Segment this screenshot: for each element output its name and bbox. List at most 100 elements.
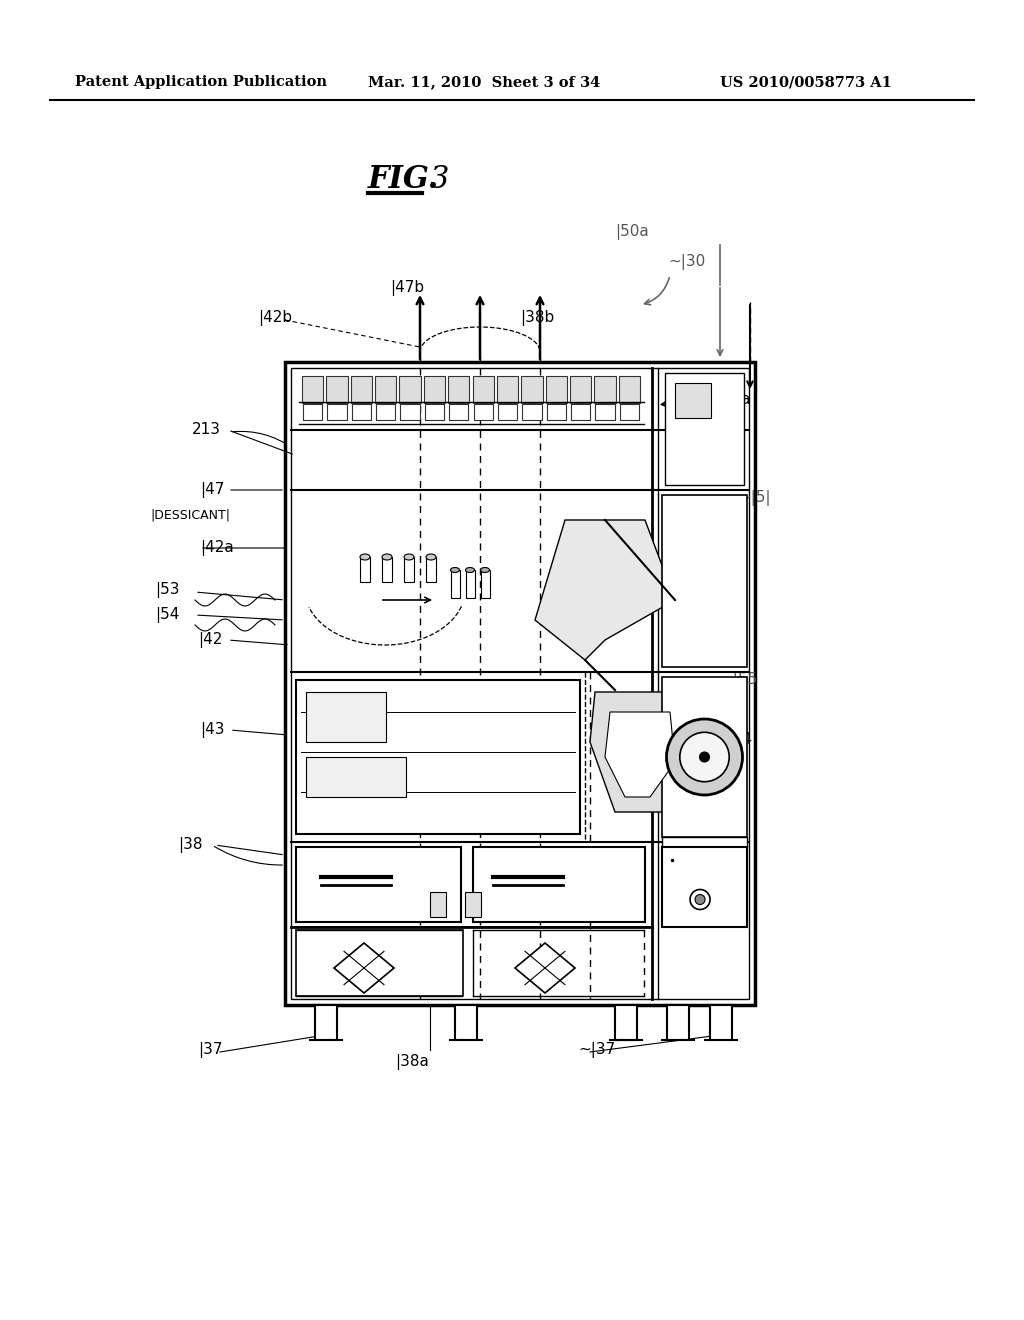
Ellipse shape	[451, 568, 460, 573]
Text: ~|55: ~|55	[720, 672, 757, 688]
Bar	[472, 376, 494, 403]
Bar	[570, 376, 591, 403]
FancyArrowPatch shape	[702, 488, 737, 496]
Text: |53: |53	[155, 582, 179, 598]
Bar	[306, 692, 386, 742]
FancyArrowPatch shape	[682, 739, 717, 756]
Text: |50a: |50a	[615, 224, 649, 240]
Ellipse shape	[360, 554, 370, 560]
Bar	[473, 847, 645, 921]
Polygon shape	[334, 942, 394, 993]
Bar	[430, 892, 446, 917]
Text: ~|44: ~|44	[715, 733, 752, 748]
Bar	[473, 404, 493, 420]
Ellipse shape	[404, 554, 414, 560]
Bar	[481, 570, 490, 598]
Bar	[306, 756, 406, 797]
Bar	[303, 404, 323, 420]
Bar	[449, 376, 469, 403]
Bar	[351, 404, 371, 420]
Text: |43: |43	[200, 722, 224, 738]
Circle shape	[690, 890, 710, 909]
Text: |47b: |47b	[390, 280, 424, 296]
Bar	[455, 1005, 477, 1040]
Text: |42b: |42b	[258, 310, 292, 326]
Text: |42: |42	[198, 632, 222, 648]
Bar	[498, 404, 517, 420]
Bar	[665, 374, 744, 484]
Circle shape	[695, 895, 706, 904]
FancyArrowPatch shape	[232, 432, 293, 449]
Bar	[465, 892, 481, 917]
Bar	[662, 847, 746, 927]
Bar	[375, 376, 396, 403]
Bar	[710, 1005, 732, 1040]
FancyArrowPatch shape	[214, 846, 283, 865]
Bar	[296, 680, 580, 834]
Bar	[595, 404, 614, 420]
Bar	[662, 495, 746, 667]
Bar	[327, 376, 348, 403]
Text: 213: 213	[193, 422, 221, 437]
Bar	[404, 557, 414, 582]
Text: US 2010/0058773 A1: US 2010/0058773 A1	[720, 75, 892, 88]
Text: |38b: |38b	[520, 310, 554, 326]
Bar	[400, 404, 420, 420]
Bar	[382, 557, 392, 582]
Text: ~|30: ~|30	[668, 253, 706, 271]
Bar	[426, 557, 436, 582]
Bar	[424, 376, 445, 403]
Bar	[376, 404, 395, 420]
Bar	[328, 404, 347, 420]
Polygon shape	[590, 692, 695, 812]
Bar	[521, 376, 543, 403]
Polygon shape	[515, 942, 575, 993]
Bar	[620, 404, 639, 420]
Bar	[662, 837, 746, 847]
Text: FIG.: FIG.	[368, 165, 439, 195]
Bar	[399, 376, 421, 403]
Circle shape	[667, 719, 742, 795]
Text: 2|46: 2|46	[715, 632, 750, 648]
Polygon shape	[535, 520, 675, 660]
Text: |50: |50	[718, 445, 742, 461]
Bar	[571, 404, 590, 420]
Text: Patent Application Publication: Patent Application Publication	[75, 75, 327, 88]
Circle shape	[699, 752, 710, 762]
Bar	[302, 376, 324, 403]
Bar	[522, 404, 542, 420]
Text: |37: |37	[198, 1041, 222, 1059]
Text: |DESSICANT|: |DESSICANT|	[150, 508, 230, 521]
Bar	[546, 376, 567, 403]
Text: ~|47a: ~|47a	[705, 392, 751, 408]
Bar	[594, 376, 615, 403]
Bar	[450, 404, 469, 420]
Bar	[466, 570, 475, 598]
FancyArrowPatch shape	[644, 277, 670, 305]
Bar	[350, 376, 372, 403]
Ellipse shape	[466, 568, 474, 573]
Bar	[360, 557, 370, 582]
Bar	[662, 677, 746, 837]
Ellipse shape	[480, 568, 489, 573]
Bar	[547, 404, 566, 420]
Text: Mar. 11, 2010  Sheet 3 of 34: Mar. 11, 2010 Sheet 3 of 34	[368, 75, 600, 88]
Bar	[615, 1005, 637, 1040]
Polygon shape	[605, 711, 675, 797]
Bar	[296, 847, 461, 921]
Text: |47: |47	[200, 482, 224, 498]
Bar	[425, 404, 444, 420]
Circle shape	[680, 733, 729, 781]
Bar	[497, 376, 518, 403]
Text: ~|5|: ~|5|	[738, 490, 771, 506]
Bar	[451, 570, 460, 598]
Bar	[296, 931, 463, 997]
Text: |42a: |42a	[200, 540, 233, 556]
Text: |38: |38	[178, 837, 203, 853]
Bar	[291, 368, 749, 999]
Bar	[315, 1005, 337, 1040]
Text: ~|37: ~|37	[578, 1041, 615, 1059]
Text: |54: |54	[155, 607, 179, 623]
Bar	[285, 362, 755, 1005]
FancyArrowPatch shape	[674, 400, 702, 413]
